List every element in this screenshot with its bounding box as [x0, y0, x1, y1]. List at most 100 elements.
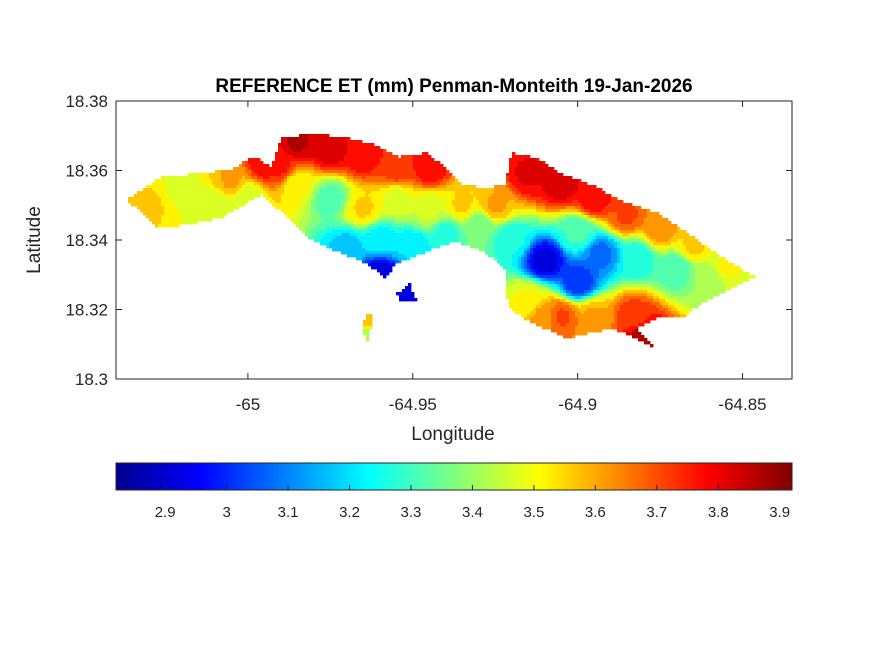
heat-cell — [593, 221, 597, 225]
heat-cell — [650, 233, 654, 237]
heat-cell — [524, 245, 528, 249]
heat-cell — [305, 197, 309, 201]
heat-cell — [380, 149, 384, 153]
heat-cell — [593, 188, 597, 192]
heat-cell — [329, 236, 333, 240]
heat-cell — [653, 269, 657, 273]
heat-cell — [413, 158, 417, 162]
heat-cell — [524, 161, 528, 165]
heat-cell — [683, 269, 687, 273]
heat-cell — [449, 176, 453, 180]
heat-cell — [167, 188, 171, 192]
heat-cell — [173, 203, 177, 207]
heat-cell — [458, 206, 462, 210]
heat-cell — [584, 239, 588, 243]
heat-cell — [518, 197, 522, 201]
heat-cell — [503, 212, 507, 216]
heat-cell — [377, 161, 381, 165]
heat-cell — [284, 182, 288, 186]
heat-cell — [644, 224, 648, 228]
heat-cell — [452, 203, 456, 207]
heat-cell — [539, 182, 543, 186]
heat-cell — [641, 221, 645, 225]
heat-cell — [332, 200, 336, 204]
heat-cell — [479, 215, 483, 219]
heat-cell — [509, 230, 513, 234]
heat-cell — [287, 140, 291, 144]
heat-cell — [320, 191, 324, 195]
heat-cell — [548, 206, 552, 210]
heat-cell — [437, 212, 441, 216]
heat-cell — [611, 248, 615, 252]
heat-cell — [191, 194, 195, 198]
heat-cell — [629, 215, 633, 219]
heat-cell — [347, 164, 351, 168]
heat-cell — [308, 161, 312, 165]
heat-cell — [389, 236, 393, 240]
heat-cell — [353, 242, 357, 246]
heat-cell — [554, 266, 558, 270]
heat-cell — [323, 158, 327, 162]
heat-cell — [494, 230, 498, 234]
heat-cell — [539, 221, 543, 225]
heat-cell — [593, 215, 597, 219]
heat-cell — [230, 194, 234, 198]
heat-cell — [401, 257, 405, 261]
heat-cell — [512, 275, 516, 279]
heat-cell — [536, 188, 540, 192]
heat-cell — [188, 185, 192, 189]
heat-cell — [455, 212, 459, 216]
heat-cell — [710, 257, 714, 261]
heat-cell — [578, 179, 582, 183]
heat-cell — [575, 236, 579, 240]
heat-cell — [236, 176, 240, 180]
heat-cell — [473, 233, 477, 237]
heat-cell — [668, 239, 672, 243]
heat-cell — [554, 254, 558, 258]
heat-cell — [383, 170, 387, 174]
heat-cell — [473, 212, 477, 216]
heat-cell — [308, 176, 312, 180]
heat-cell — [314, 170, 318, 174]
heat-cell — [287, 158, 291, 162]
heat-cell — [377, 209, 381, 213]
heat-cell — [221, 173, 225, 177]
heat-cell — [179, 203, 183, 207]
heat-cell — [167, 197, 171, 201]
heat-cell — [386, 182, 390, 186]
heat-cell — [632, 227, 636, 231]
heat-cell — [497, 260, 501, 264]
heat-cell — [497, 254, 501, 258]
heat-cell — [182, 221, 186, 225]
heat-cell — [305, 140, 309, 144]
heat-cell — [347, 179, 351, 183]
heat-cell — [410, 161, 414, 165]
heat-cell — [581, 218, 585, 222]
heat-cell — [503, 233, 507, 237]
heat-cell — [632, 245, 636, 249]
heat-cell — [290, 179, 294, 183]
heat-cell — [347, 149, 351, 153]
heat-cell — [164, 182, 168, 186]
heat-cell — [296, 152, 300, 156]
heat-cell — [395, 176, 399, 180]
heat-cell — [581, 236, 585, 240]
heat-cell — [737, 269, 741, 273]
heat-cell — [209, 182, 213, 186]
heat-cell — [560, 248, 564, 252]
heat-cell — [209, 197, 213, 201]
heat-cell — [389, 200, 393, 204]
heat-cell — [584, 269, 588, 273]
heat-cell — [299, 161, 303, 165]
heat-cell — [146, 206, 150, 210]
heat-cell — [344, 146, 348, 150]
heat-cell — [722, 257, 726, 261]
heat-cell — [377, 158, 381, 162]
heat-cell — [470, 203, 474, 207]
heat-cell — [533, 245, 537, 249]
heat-cell — [647, 224, 651, 228]
heat-cell — [263, 173, 267, 177]
heat-cell — [596, 242, 600, 246]
heat-cell — [254, 176, 258, 180]
heat-cell — [284, 194, 288, 198]
